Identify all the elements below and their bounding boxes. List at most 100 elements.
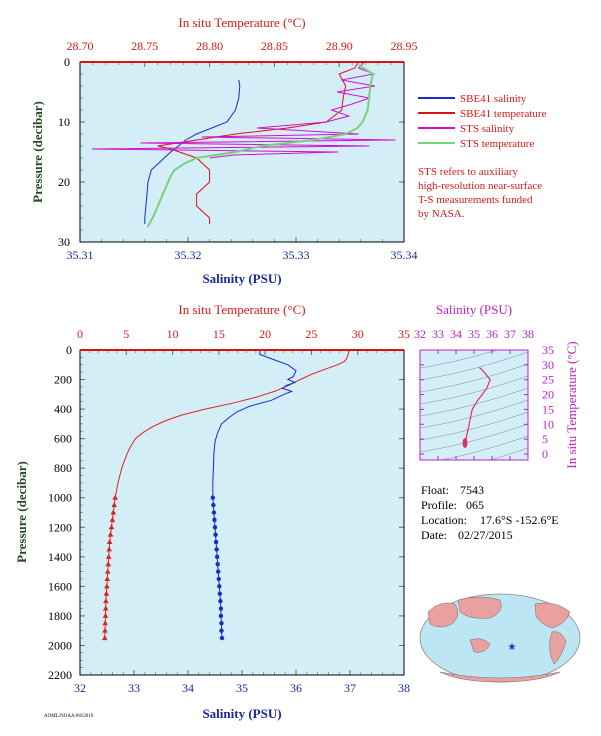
bottom-pressure-tick-label: 1000 (48, 491, 72, 505)
top-temp-tick-label: 28.95 (391, 39, 418, 53)
bottom-salinity-axis-title: Salinity (PSU) (202, 706, 281, 721)
bottom-sal-tick-label: 34 (182, 681, 194, 695)
float-value: 7543 (460, 483, 484, 497)
top-pressure-tick-label: 0 (64, 55, 70, 69)
bottom-temp-tick-label: 15 (213, 327, 225, 341)
ts-temp-tick-label: 35 (542, 343, 554, 357)
bottom-temp-tick-label: 25 (305, 327, 317, 341)
ts-sal-tick-label: 33 (432, 327, 444, 341)
top-sal-tick-label: 35.32 (175, 248, 202, 262)
top-chart: 28.70 28.75 28.80 28.85 28.90 28.95 35.31 35.32… (30, 15, 418, 286)
temperature-marker (108, 524, 115, 530)
temperature-marker (106, 546, 112, 552)
top-legend: SBE41 salinity SBE41 temperature STS sal… (418, 93, 547, 150)
profile-label: Profile: (421, 498, 457, 512)
legend-label-sbe41-temperature: SBE41 temperature (460, 108, 547, 120)
map-land-asia (457, 596, 502, 619)
salinity-marker (214, 554, 220, 560)
density-contour (420, 387, 528, 417)
bottom-pressure-tick-label: 600 (54, 432, 72, 446)
temperature-marker (107, 531, 114, 537)
location-label: Location: (421, 513, 467, 527)
legend-label-sts-temperature: STS temperature (460, 138, 534, 150)
bottom-pressure-tick-label: 200 (54, 373, 72, 387)
footer-credit: AOML/NOAA 8/8/2016 (44, 714, 94, 719)
bottom-temp-tick-label: 35 (398, 327, 410, 341)
salinity-marker (211, 502, 216, 508)
bottom-sal-tick-label: 37 (344, 681, 356, 695)
top-pressure-axis-title: Pressure (decibar) (30, 101, 45, 203)
bottom-pressure-tick-label: 400 (54, 402, 72, 416)
float-location-marker: ★ (508, 642, 517, 653)
bottom-pressure-axis-title: Pressure (decibar) (14, 461, 29, 563)
top-series-sbe41-salinity (144, 79, 241, 224)
location-value: 17.6°S -152.6°E (480, 513, 559, 527)
bottom-temp-tick-label: 0 (77, 327, 83, 341)
temperature-marker (105, 561, 112, 567)
bottom-temperature-line-0 (114, 349, 350, 498)
temperature-marker (102, 605, 109, 611)
salinity-marker (219, 621, 224, 626)
salinity-marker (216, 576, 221, 582)
density-contour (420, 423, 528, 453)
ts-series-layer (462, 367, 491, 448)
float-info: Float: 7543 Profile: 065 Location: 17.6°… (421, 483, 559, 542)
top-salinity-axis-title: Salinity (PSU) (202, 271, 281, 286)
bottom-temp-tick-label: 5 (123, 327, 129, 341)
ts-temp-tick-label: 15 (542, 402, 554, 416)
temperature-marker (103, 598, 109, 604)
salinity-marker (216, 569, 221, 574)
top-sal-tick-label: 35.31 (67, 248, 94, 262)
ts-temp-tick-label: 0 (542, 447, 548, 461)
ts-temp-tick-label: 25 (542, 373, 554, 387)
salinity-marker (218, 613, 224, 619)
sts-note-line-4: by NASA. (418, 208, 465, 220)
map-land-australia (469, 638, 491, 653)
salinity-marker (219, 628, 224, 633)
bottom-pressure-tick-label: 2000 (48, 638, 72, 652)
temperature-marker (102, 627, 108, 633)
density-contour (440, 435, 528, 460)
bottom-temp-tick-label: 10 (167, 327, 179, 341)
temperature-marker (102, 612, 109, 618)
ts-temp-axis-title: In situ Temperature (°C) (564, 341, 579, 468)
top-temp-tick-label: 28.75 (131, 39, 158, 53)
salinity-marker (211, 510, 217, 515)
top-temp-tick-label: 28.70 (67, 39, 94, 53)
ts-plot-frame (419, 349, 529, 461)
bottom-pressure-tick-label: 1400 (48, 550, 72, 564)
density-contour (420, 375, 528, 405)
salinity-marker (217, 584, 222, 589)
salinity-marker (213, 539, 219, 545)
temperature-marker (103, 590, 110, 596)
density-contour (420, 399, 528, 429)
ts-sal-tick-label: 35 (468, 327, 480, 341)
salinity-marker (212, 517, 217, 523)
date-value: 02/27/2015 (458, 528, 513, 542)
bottom-pressure-tick-label: 1600 (48, 579, 72, 593)
ts-sal-tick-label: 38 (522, 327, 534, 341)
sts-note-line-2: high-resolution near-surface (418, 180, 542, 192)
ts-sal-tick-label: 32 (414, 327, 426, 341)
bottom-series-layer (102, 349, 350, 641)
profile-value: 065 (466, 498, 484, 512)
ts-plot-area (420, 350, 528, 460)
temperature-marker (111, 502, 118, 508)
temperature-marker (104, 583, 110, 589)
salinity-marker (214, 547, 219, 552)
bottom-sal-tick-label: 32 (74, 681, 86, 695)
density-contour (420, 350, 499, 369)
date-label: Date: (421, 528, 447, 542)
density-contour (420, 351, 528, 381)
bottom-pressure-tick-label: 0 (66, 343, 72, 357)
temperature-marker (112, 494, 118, 500)
salinity-marker (218, 606, 224, 611)
map-land-south-america (549, 631, 567, 665)
ts-salinity-axis-title: Salinity (PSU) (436, 302, 512, 317)
temperature-marker (102, 635, 108, 641)
bottom-pressure-tick-label: 2200 (48, 668, 72, 682)
temperature-marker (106, 539, 113, 545)
sts-note-line-1: STS refers to auxiliary (418, 166, 518, 178)
temperature-marker (104, 575, 111, 581)
